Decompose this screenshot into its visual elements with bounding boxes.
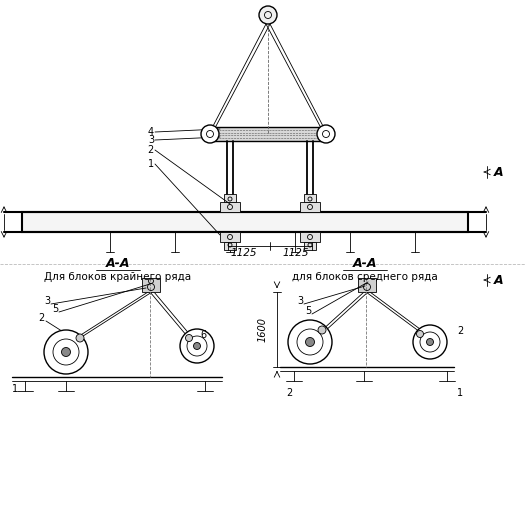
Text: 1: 1 <box>12 384 18 394</box>
Circle shape <box>62 347 70 357</box>
Text: 1: 1 <box>148 159 154 169</box>
Text: 2: 2 <box>38 313 44 323</box>
Text: 3: 3 <box>44 296 50 306</box>
Circle shape <box>288 320 332 364</box>
Bar <box>300 232 320 242</box>
Circle shape <box>186 335 193 341</box>
Text: 6: 6 <box>200 330 206 340</box>
Circle shape <box>413 325 447 359</box>
Circle shape <box>194 342 200 350</box>
Bar <box>304 242 316 250</box>
Bar <box>300 202 320 212</box>
Circle shape <box>44 330 88 374</box>
Text: Для блоков крайнего ряда: Для блоков крайнего ряда <box>44 272 191 282</box>
Bar <box>358 278 376 292</box>
Bar <box>210 127 326 141</box>
Bar <box>304 194 316 202</box>
Text: 4: 4 <box>148 127 154 137</box>
Circle shape <box>201 125 219 143</box>
Text: A: A <box>494 273 503 286</box>
Circle shape <box>306 338 315 346</box>
Circle shape <box>76 334 84 342</box>
Circle shape <box>317 125 335 143</box>
Text: для блоков среднего ряда: для блоков среднего ряда <box>292 272 438 282</box>
Text: А-А: А-А <box>106 257 130 270</box>
Circle shape <box>180 329 214 363</box>
Text: 5: 5 <box>305 306 311 316</box>
Text: 3: 3 <box>297 296 303 306</box>
Text: А-А: А-А <box>353 257 377 270</box>
Circle shape <box>417 331 423 338</box>
Bar <box>142 278 160 292</box>
Bar <box>224 194 236 202</box>
Bar <box>22 212 468 232</box>
Text: 2: 2 <box>286 388 292 398</box>
Text: 1125: 1125 <box>283 248 309 258</box>
Text: 1125: 1125 <box>231 248 257 258</box>
Bar <box>220 232 240 242</box>
Circle shape <box>318 326 326 334</box>
Text: 5: 5 <box>52 304 58 314</box>
Text: 2: 2 <box>457 326 463 336</box>
Text: 3: 3 <box>148 135 154 145</box>
Text: 2: 2 <box>148 145 154 155</box>
Circle shape <box>259 6 277 24</box>
Bar <box>220 202 240 212</box>
Text: 1: 1 <box>457 388 463 398</box>
Circle shape <box>427 339 433 345</box>
Text: A: A <box>494 166 503 178</box>
Bar <box>224 242 236 250</box>
Text: 1600: 1600 <box>258 317 268 342</box>
